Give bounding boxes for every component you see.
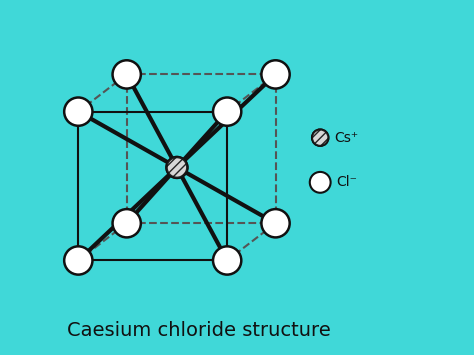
Circle shape [261,60,290,88]
Text: Cs⁺: Cs⁺ [334,131,358,145]
Circle shape [166,157,187,178]
Text: Cl⁻: Cl⁻ [336,175,357,189]
Circle shape [310,172,330,193]
Text: Caesium chloride structure: Caesium chloride structure [67,321,331,340]
Circle shape [261,209,290,237]
Circle shape [312,130,328,146]
Circle shape [213,98,241,126]
Circle shape [112,209,141,237]
Circle shape [213,246,241,275]
Circle shape [64,98,92,126]
Circle shape [112,60,141,88]
Circle shape [312,130,328,146]
Circle shape [166,157,187,178]
Circle shape [64,246,92,275]
